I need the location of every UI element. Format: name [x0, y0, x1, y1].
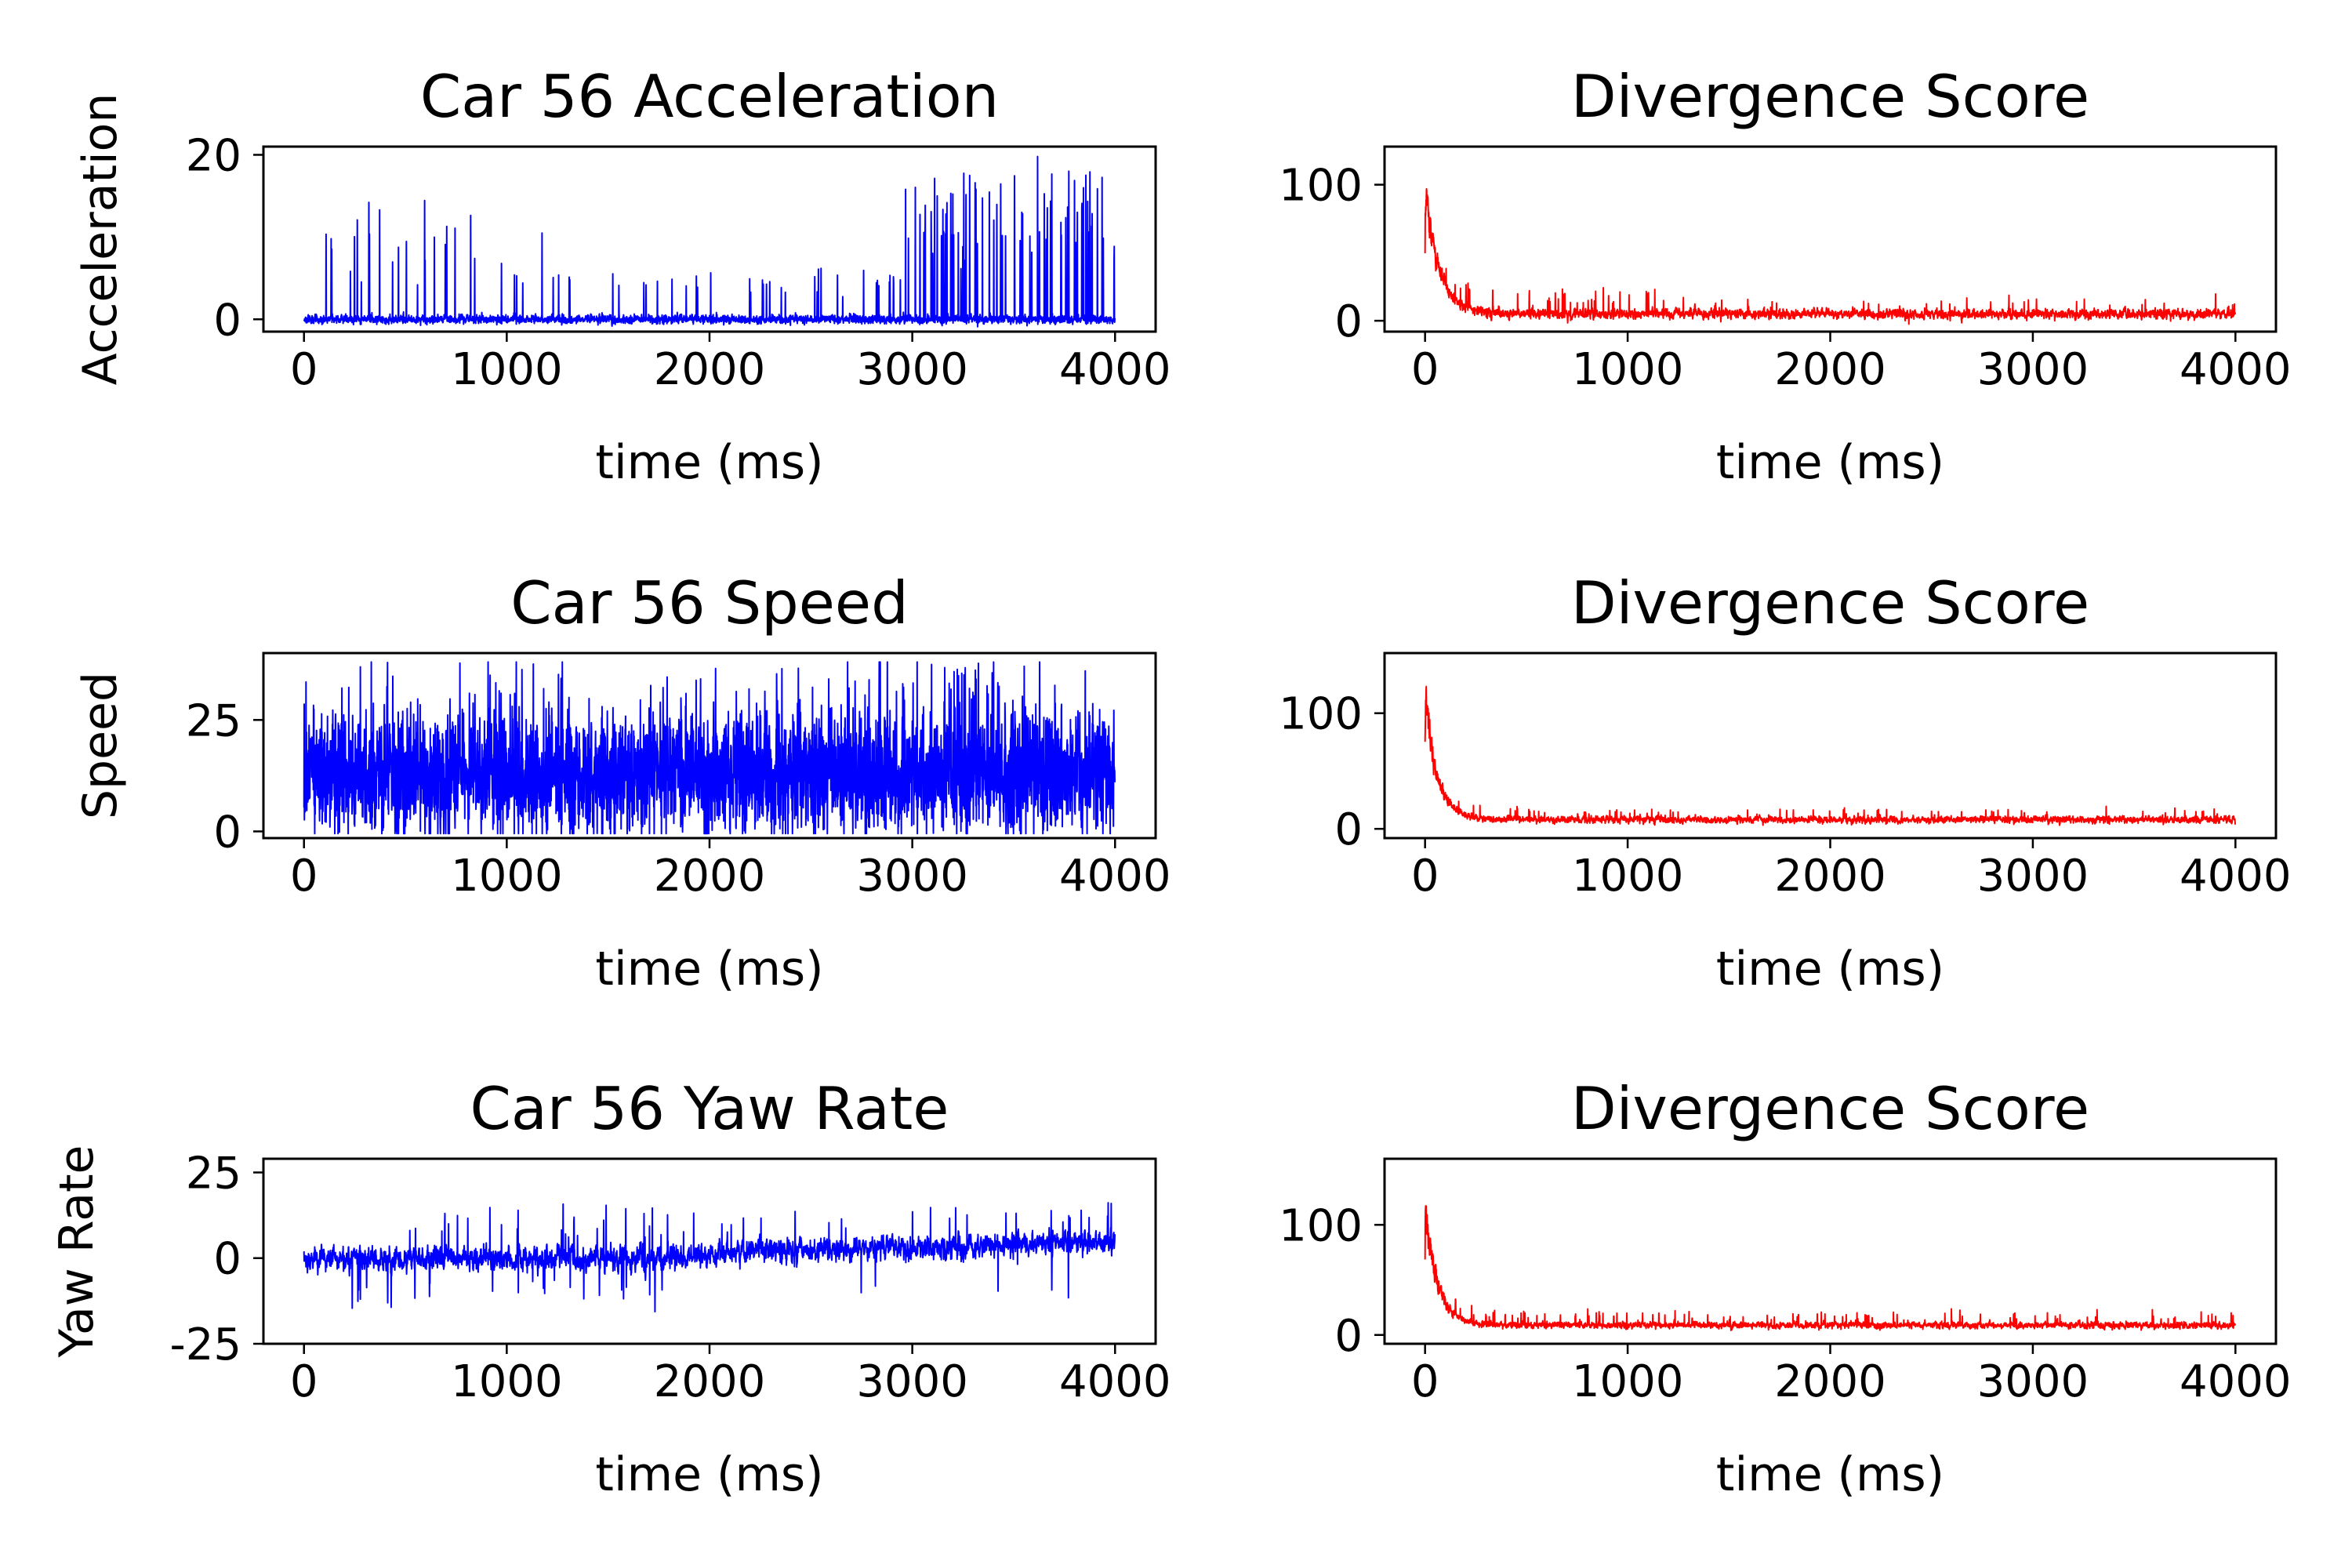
x-axis-label: time (ms)	[595, 1447, 823, 1502]
y-tick-label: 100	[1279, 161, 1363, 212]
x-tick-label: 0	[1411, 344, 1439, 395]
x-tick-label: 4000	[1059, 851, 1171, 902]
x-tick-label: 1000	[1572, 851, 1684, 902]
y-tick-label: -25	[170, 1319, 241, 1370]
series-line	[303, 661, 1116, 835]
y-tick-label: 25	[186, 695, 241, 746]
subplot-divergence-yaw-rate: 0 1000 2000 3000 4000 0 100 Divergence Score tim…	[1279, 1074, 2291, 1502]
x-tick-label: 4000	[2180, 344, 2292, 395]
x-tick-label: 3000	[856, 344, 968, 395]
x-tick-label: 0	[1411, 851, 1439, 902]
x-tick-label: 3000	[856, 851, 968, 902]
series-line	[1424, 187, 2237, 325]
x-tick-label: 2000	[654, 1356, 766, 1407]
y-tick-label: 0	[1334, 804, 1363, 855]
series-line	[1424, 685, 2237, 826]
subplot-divergence-speed: 0 1000 2000 3000 4000 0 100 Divergence Score tim…	[1279, 568, 2291, 996]
y-tick-label: 25	[186, 1148, 241, 1199]
subplot-title: Car 56 Speed	[510, 568, 908, 637]
subplot-title: Car 56 Acceleration	[420, 62, 999, 131]
x-tick-label: 2000	[1774, 851, 1886, 902]
y-tick-label: 0	[1334, 296, 1363, 347]
x-tick-label: 2000	[654, 344, 766, 395]
subplot-title: Divergence Score	[1571, 1074, 2089, 1143]
x-tick-label: 0	[1411, 1356, 1439, 1407]
x-tick-label: 4000	[1059, 344, 1171, 395]
x-tick-label: 1000	[1572, 1356, 1684, 1407]
x-axis-label: time (ms)	[595, 435, 823, 490]
x-tick-label: 4000	[1059, 1356, 1171, 1407]
series-line	[1424, 1205, 2237, 1331]
x-axis-label: time (ms)	[1716, 1447, 1944, 1502]
y-tick-label: 0	[213, 295, 241, 346]
x-tick-label: 2000	[654, 851, 766, 902]
x-tick-label: 1000	[451, 1356, 563, 1407]
subplot-speed: 0 1000 2000 3000 4000 0 25 Car 56 Speed time (ms…	[73, 568, 1171, 996]
x-tick-label: 4000	[2180, 851, 2292, 902]
x-tick-label: 3000	[856, 1356, 968, 1407]
subplot-divergence-acceleration: 0 1000 2000 3000 4000 0 100 Divergence Score tim…	[1279, 62, 2291, 490]
subplot-acceleration: 0 1000 2000 3000 4000 0 20 Car 56 Acceleration t…	[73, 62, 1171, 490]
x-tick-label: 1000	[451, 851, 563, 902]
x-axis-label: time (ms)	[1716, 435, 1944, 490]
subplot-yaw-rate: 0 1000 2000 3000 4000 -25 0 25 Car 56 Yaw Rate ti…	[49, 1074, 1171, 1502]
y-axis-label: Speed	[73, 672, 128, 819]
x-tick-label: 4000	[2180, 1356, 2292, 1407]
x-tick-label: 1000	[1572, 344, 1684, 395]
x-tick-label: 0	[290, 1356, 318, 1407]
x-tick-label: 0	[290, 344, 318, 395]
y-tick-label: 0	[1334, 1311, 1363, 1362]
x-axis-label: time (ms)	[1716, 942, 1944, 996]
x-tick-label: 3000	[1977, 344, 2089, 395]
series-line	[303, 155, 1116, 328]
x-tick-label: 2000	[1774, 344, 1886, 395]
y-axis-label: Yaw Rate	[49, 1145, 104, 1359]
y-tick-label: 100	[1279, 689, 1363, 740]
subplot-title: Car 56 Yaw Rate	[470, 1074, 949, 1143]
x-tick-label: 1000	[451, 344, 563, 395]
y-axis-label: Acceleration	[73, 93, 128, 386]
y-tick-label: 20	[186, 130, 241, 181]
x-tick-label: 3000	[1977, 851, 2089, 902]
x-axis-label: time (ms)	[595, 942, 823, 996]
subplot-title: Divergence Score	[1571, 62, 2089, 131]
x-tick-label: 0	[290, 851, 318, 902]
series-line	[303, 1202, 1116, 1313]
y-tick-label: 0	[213, 807, 241, 858]
subplot-title: Divergence Score	[1571, 568, 2089, 637]
y-tick-label: 0	[213, 1234, 241, 1285]
x-tick-label: 2000	[1774, 1356, 1886, 1407]
y-tick-label: 100	[1279, 1200, 1363, 1251]
x-tick-label: 3000	[1977, 1356, 2089, 1407]
